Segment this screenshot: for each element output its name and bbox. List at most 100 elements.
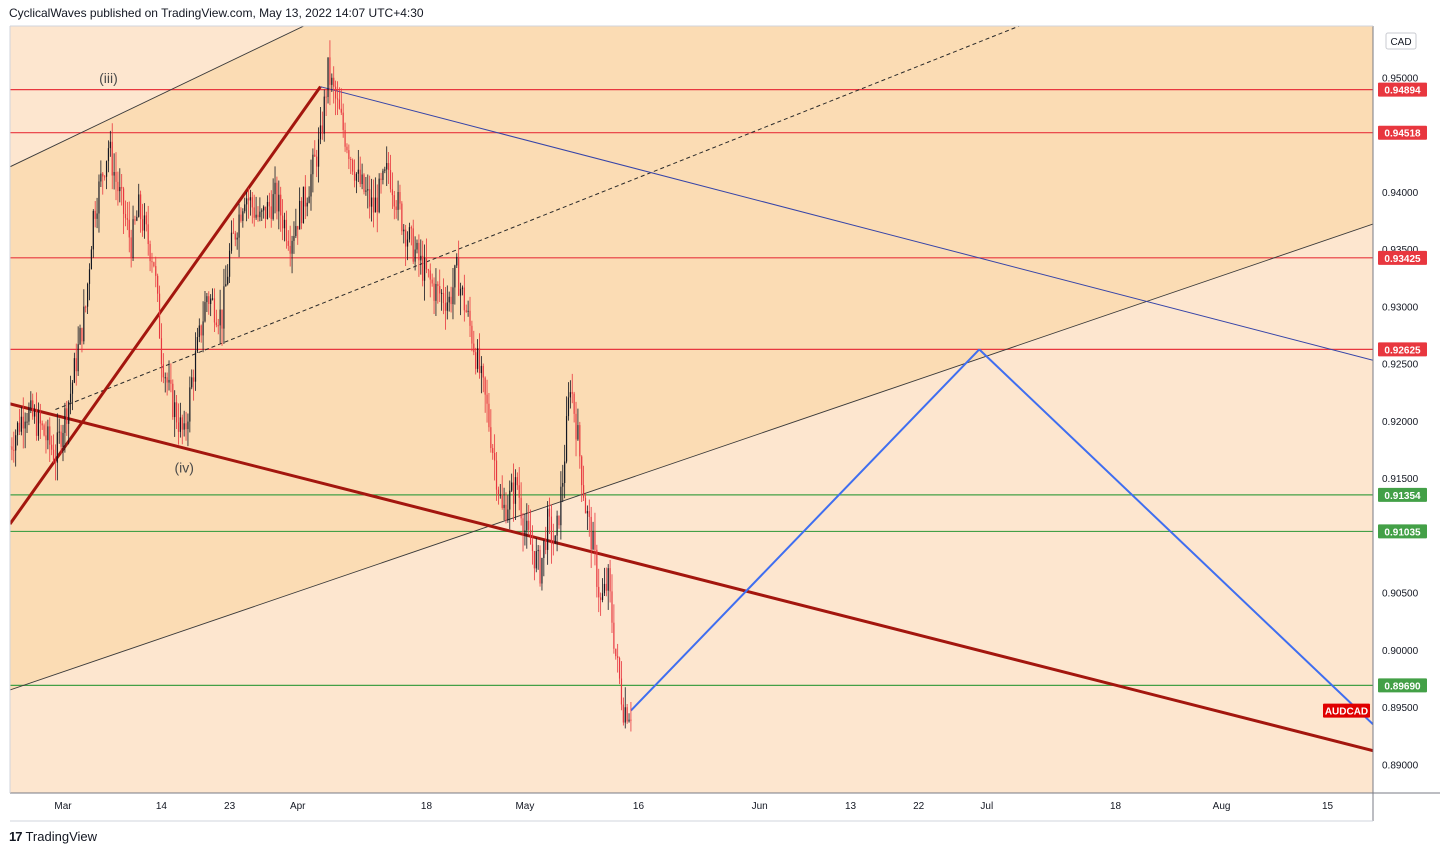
candle-body [157,275,159,294]
candle-body [283,219,286,229]
candle-body [20,416,22,432]
candle-body [117,181,119,192]
candle-body [225,284,227,287]
candle-body [560,486,562,526]
candle-body [83,306,85,342]
x-tick-label-1: 14 [156,801,168,812]
candle-body [594,531,596,550]
candle-body [113,171,115,176]
x-tick-label-2: 23 [224,801,236,812]
candle-body [539,549,541,584]
trendline-blue-descending [320,86,1373,361]
candle-body [495,460,498,490]
level-badge-text-0: 0.94894 [1384,86,1421,97]
candle-body [507,509,509,521]
candle-body [302,186,305,224]
y-tick-label-4: 0.92500 [1382,360,1419,371]
candle-body [58,431,60,433]
candle-body [158,293,161,339]
trendline-wave-rise [10,85,322,525]
candle-body [556,515,558,536]
candle-body [378,178,380,213]
candle-body [403,229,405,232]
candle-body [416,242,418,250]
candle-body [34,411,36,417]
candle-body [200,325,202,336]
candle-body [64,408,66,433]
candle-body [469,310,471,326]
symbol-badge-text: AUDCAD [1325,707,1368,718]
candle-body [122,188,125,214]
candle-body [272,194,274,219]
candle-body [49,426,51,445]
candle-body [47,426,49,441]
candle-body [289,245,291,254]
level-badge-text-6: 0.89690 [1384,681,1421,692]
candle-body [342,112,344,131]
candle-body [300,200,303,224]
candle-body [618,657,621,679]
candle-body [397,192,399,210]
candle-body [217,325,219,327]
candle-body [194,351,197,382]
candle-body [505,504,507,521]
candle-body [98,181,100,214]
candle-body [588,511,590,517]
candle-body [353,171,356,181]
tradingview-logo-icon: 17 [9,829,23,844]
candle-body [185,423,187,430]
candle-body [382,170,384,180]
candle-body [102,173,104,177]
candle-body [622,704,624,723]
candle-body [45,435,47,441]
candle-body [96,213,98,219]
candle-body [43,425,45,436]
candle-body [79,328,81,345]
candle-body [215,322,217,326]
candle-body [437,284,439,287]
candle-body [251,197,253,208]
candle-body [433,283,435,301]
tradingview-footer[interactable]: 17 TradingView [9,829,97,844]
candle-body [408,227,411,240]
candle-body [335,86,337,99]
y-tick-label-0: 0.95000 [1382,74,1419,85]
candle-body [340,108,342,113]
candle-body [291,240,293,254]
candle-body [554,535,556,544]
candle-body [140,194,142,220]
candle-body [492,448,494,453]
x-tick-label-8: 13 [845,801,857,812]
trendline-channel-mid [55,26,1021,410]
candle-body [232,232,234,234]
candle-body [442,292,445,304]
candle-body [331,77,333,85]
y-tick-label-9: 0.89500 [1382,703,1419,714]
candle-body [253,207,255,218]
level-badge-6 [1378,678,1427,693]
candle-body [327,57,329,97]
candle-body [336,98,339,100]
candle-body [274,182,276,195]
candle-body [531,544,534,552]
candle-body [582,485,585,498]
candle-body [100,173,102,182]
candle-body [168,379,170,383]
candle-body [439,286,441,294]
candle-body [15,435,17,451]
candle-body [132,219,134,258]
candle-body [399,192,401,204]
level-badge-4 [1378,487,1427,502]
candle-body [30,400,32,409]
channel-band [10,26,1373,690]
y-tick-label-3: 0.93000 [1382,302,1419,313]
candle-body [32,400,34,417]
candle-body [552,543,554,545]
level-badge-0 [1378,82,1427,97]
candle-body [376,197,378,213]
candle-body [276,182,278,212]
candle-body [590,516,592,550]
candle-body [503,504,505,508]
candle-body [452,287,454,305]
